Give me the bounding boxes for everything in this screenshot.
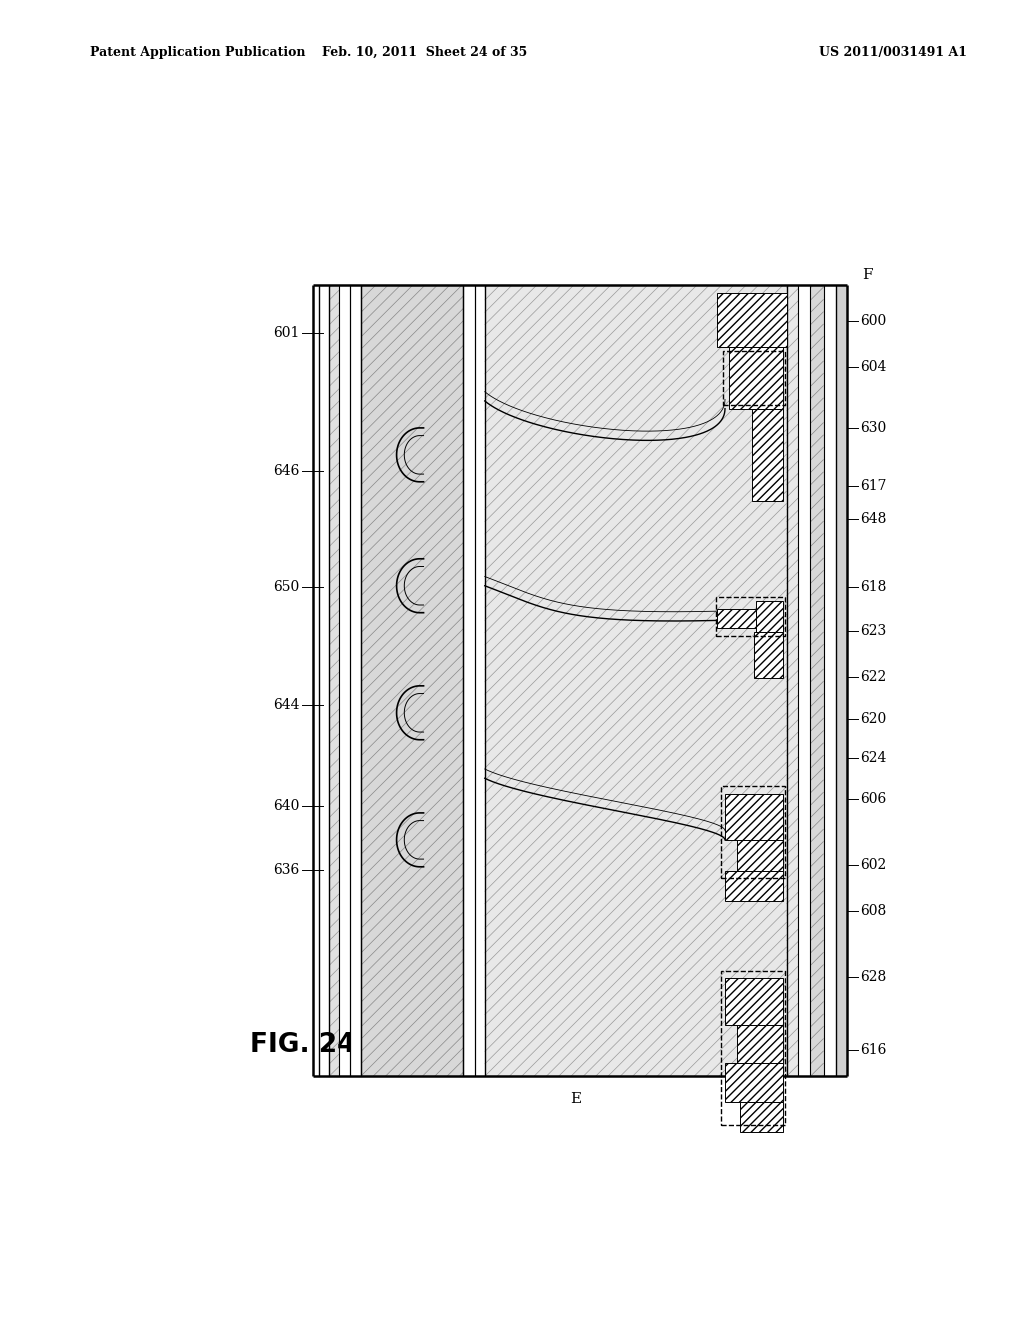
Polygon shape: [752, 409, 782, 502]
Polygon shape: [725, 978, 782, 1024]
Polygon shape: [736, 840, 782, 871]
Polygon shape: [717, 609, 756, 628]
Polygon shape: [755, 632, 782, 678]
Polygon shape: [330, 285, 339, 1076]
Text: 606: 606: [860, 792, 887, 805]
Text: US 2011/0031491 A1: US 2011/0031491 A1: [819, 46, 968, 59]
Bar: [716, 598, 785, 636]
Polygon shape: [798, 285, 810, 1076]
Polygon shape: [339, 285, 350, 1076]
Text: 601: 601: [272, 326, 299, 341]
Text: 623: 623: [860, 624, 887, 638]
Text: FIG. 24: FIG. 24: [250, 1032, 355, 1059]
Text: 624: 624: [860, 751, 887, 766]
Text: 618: 618: [860, 581, 887, 594]
Text: 604: 604: [860, 360, 887, 374]
Bar: [721, 785, 785, 878]
Text: 602: 602: [860, 858, 887, 871]
Text: 630: 630: [860, 421, 887, 434]
Polygon shape: [717, 293, 786, 347]
Text: F: F: [862, 268, 872, 281]
Text: 600: 600: [860, 314, 887, 329]
Text: 628: 628: [860, 970, 887, 983]
Text: 608: 608: [860, 903, 887, 917]
Text: 646: 646: [272, 465, 299, 478]
Text: 622: 622: [860, 669, 887, 684]
Polygon shape: [725, 1063, 782, 1102]
Text: E: E: [569, 1092, 581, 1106]
Polygon shape: [360, 285, 463, 1076]
Text: 617: 617: [860, 479, 887, 492]
Polygon shape: [823, 285, 836, 1076]
Bar: [721, 970, 785, 1125]
Text: 650: 650: [273, 581, 299, 594]
Polygon shape: [729, 347, 782, 409]
Polygon shape: [725, 793, 782, 840]
Polygon shape: [810, 285, 823, 1076]
Text: 620: 620: [860, 713, 887, 726]
Polygon shape: [463, 285, 475, 1076]
Polygon shape: [725, 871, 782, 902]
Polygon shape: [313, 285, 847, 1076]
Text: 616: 616: [860, 1043, 887, 1057]
Text: 648: 648: [860, 512, 887, 527]
Bar: [724, 351, 785, 405]
Polygon shape: [836, 285, 847, 1076]
Polygon shape: [756, 601, 782, 632]
Text: 640: 640: [272, 799, 299, 813]
Text: 644: 644: [272, 698, 299, 713]
Text: 636: 636: [273, 863, 299, 876]
Polygon shape: [484, 285, 786, 1076]
Polygon shape: [350, 285, 360, 1076]
Text: Patent Application Publication: Patent Application Publication: [90, 46, 305, 59]
Polygon shape: [740, 1102, 782, 1133]
Text: Feb. 10, 2011  Sheet 24 of 35: Feb. 10, 2011 Sheet 24 of 35: [323, 46, 527, 59]
Polygon shape: [786, 285, 798, 1076]
Polygon shape: [736, 1024, 782, 1063]
